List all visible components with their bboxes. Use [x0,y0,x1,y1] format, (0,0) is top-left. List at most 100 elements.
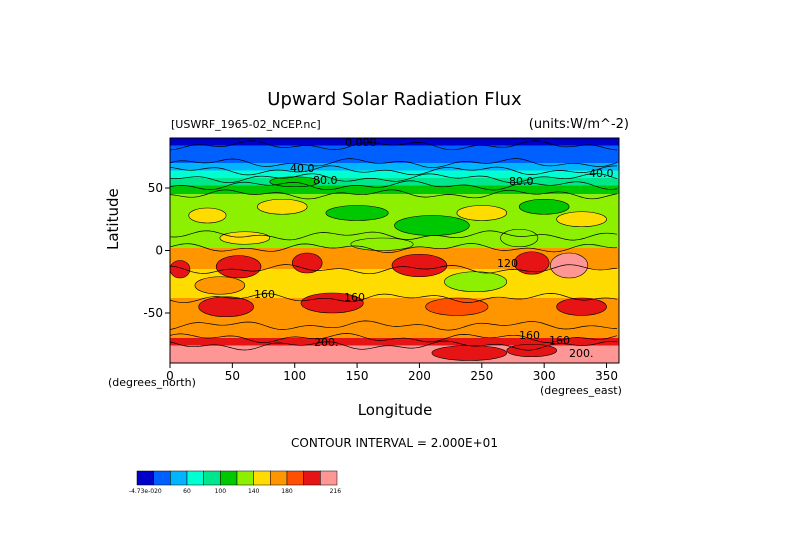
contour-line-5 [170,180,618,191]
colorbar-swatch-5 [220,470,238,486]
contour-label-5: 120 [497,257,518,270]
y-tick-label: -50 [143,306,163,320]
contour-line-1 [170,140,618,151]
colorbar-swatch-1 [153,470,171,486]
patch-12 [257,198,308,215]
contour-label-0: 0.000 [345,136,377,149]
patch-15 [394,215,470,236]
colorbar-swatch-2 [170,470,188,486]
colorbar-swatch-9 [286,470,304,486]
contour-label-1: 40.0 [290,162,315,175]
contour-line-2 [170,158,618,169]
colorbar-label-2: 100 [215,488,227,495]
patch-7 [198,296,254,318]
value-patches [170,176,607,361]
y-tick-label: 50 [148,181,163,195]
patch-20 [350,237,414,251]
patch-22 [219,231,271,245]
contour-label-9: 200. [314,336,339,349]
colorbar-swatch-10 [303,470,321,486]
colorbar-label-5: 216 [330,488,342,495]
contour-line-12 [170,333,618,343]
patch-2 [291,252,323,274]
x-tick-label: 200 [408,369,431,383]
contour-interval: CONTOUR INTERVAL = 2.000E+01 [291,436,498,450]
colorbar-swatch-11 [320,470,338,486]
y-tick-label: 0 [155,244,163,258]
patch-19 [500,228,539,248]
x-unit-note: (degrees_east) [540,384,622,397]
patch-23 [444,271,508,293]
patch-24 [194,276,246,295]
patch-4 [513,251,550,275]
contour-line-8 [170,243,618,253]
x-tick-label: 50 [225,369,240,383]
contour-label-8: 160 [519,329,540,342]
contour-line-10 [170,293,618,304]
x-axis-title: Longitude [357,401,433,419]
latitude-bands [170,138,619,363]
y-unit-note: (degrees_north) [108,376,196,389]
patch-14 [456,205,508,221]
patch-3 [391,253,448,278]
contour-label-4: 40.0 [589,167,614,180]
patch-9 [556,297,607,316]
contour-label-7: 160 [344,291,365,304]
lat-band-8 [170,248,619,270]
colorbar-swatch-0 [136,470,154,486]
colorbar-swatch-6 [236,470,254,486]
plot-area [170,138,619,363]
colorbar-swatch-8 [270,470,288,486]
colorbar-swatch-4 [203,470,221,486]
colorbar: -4.73e-020 60 100 140 180 216 [129,470,342,495]
x-tick-label: 350 [595,369,618,383]
lat-band-12 [170,338,619,346]
contour-line-9 [170,264,618,275]
x-tick-label: 150 [346,369,369,383]
units-label: (units:W/m^-2) [528,117,629,132]
contour-line-4 [170,173,618,184]
patch-18 [556,211,607,228]
patch-13 [188,207,227,224]
colorbar-swatch-7 [253,470,271,486]
patch-1 [215,255,262,279]
patch-6 [300,292,364,314]
lat-band-11 [170,325,619,338]
x-tick-label: 300 [533,369,556,383]
patch-17 [518,198,570,215]
patch-11 [506,343,557,358]
contour-line-7 [170,230,618,241]
lat-band-0 [170,138,619,146]
patch-0 [170,260,191,279]
colorbar-label-0: -4.73e-020 [129,488,162,495]
x-tick-label: 250 [470,369,493,383]
patch-16 [325,205,389,221]
lat-band-1 [170,145,619,163]
contour-label-3: 80.0 [509,175,534,188]
patch-5 [550,252,589,279]
lat-band-4 [170,178,619,186]
contour-line-11 [170,320,617,331]
chart-title: Upward Solar Radiation Flux [267,89,522,110]
y-axis-ticks: 50 0 -50 [143,181,170,320]
contour-label-10: 160 [549,334,570,347]
contour-label-2: 80.0 [313,174,338,187]
contour-label-11: 200. [569,347,594,360]
colorbar-swatch-3 [186,470,204,486]
contour-label-6: 160 [254,288,275,301]
contour-lines [170,140,618,351]
colorbar-label-4: 180 [281,488,293,495]
colorbar-label-3: 140 [248,488,260,495]
y-axis-title: Latitude [104,188,122,250]
contour-line-3 [170,165,617,176]
colorbar-label-1: 60 [183,488,191,495]
patch-10 [431,345,508,361]
lat-band-2 [170,163,619,171]
x-tick-label: 100 [283,369,306,383]
contour-line-6 [170,189,618,200]
x-axis-ticks: 0 50 100 150 200 250 300 350 [166,363,618,383]
x-tick-label: 0 [166,369,174,383]
dataset-label: [USWRF_1965-02_NCEP.nc] [171,118,321,131]
